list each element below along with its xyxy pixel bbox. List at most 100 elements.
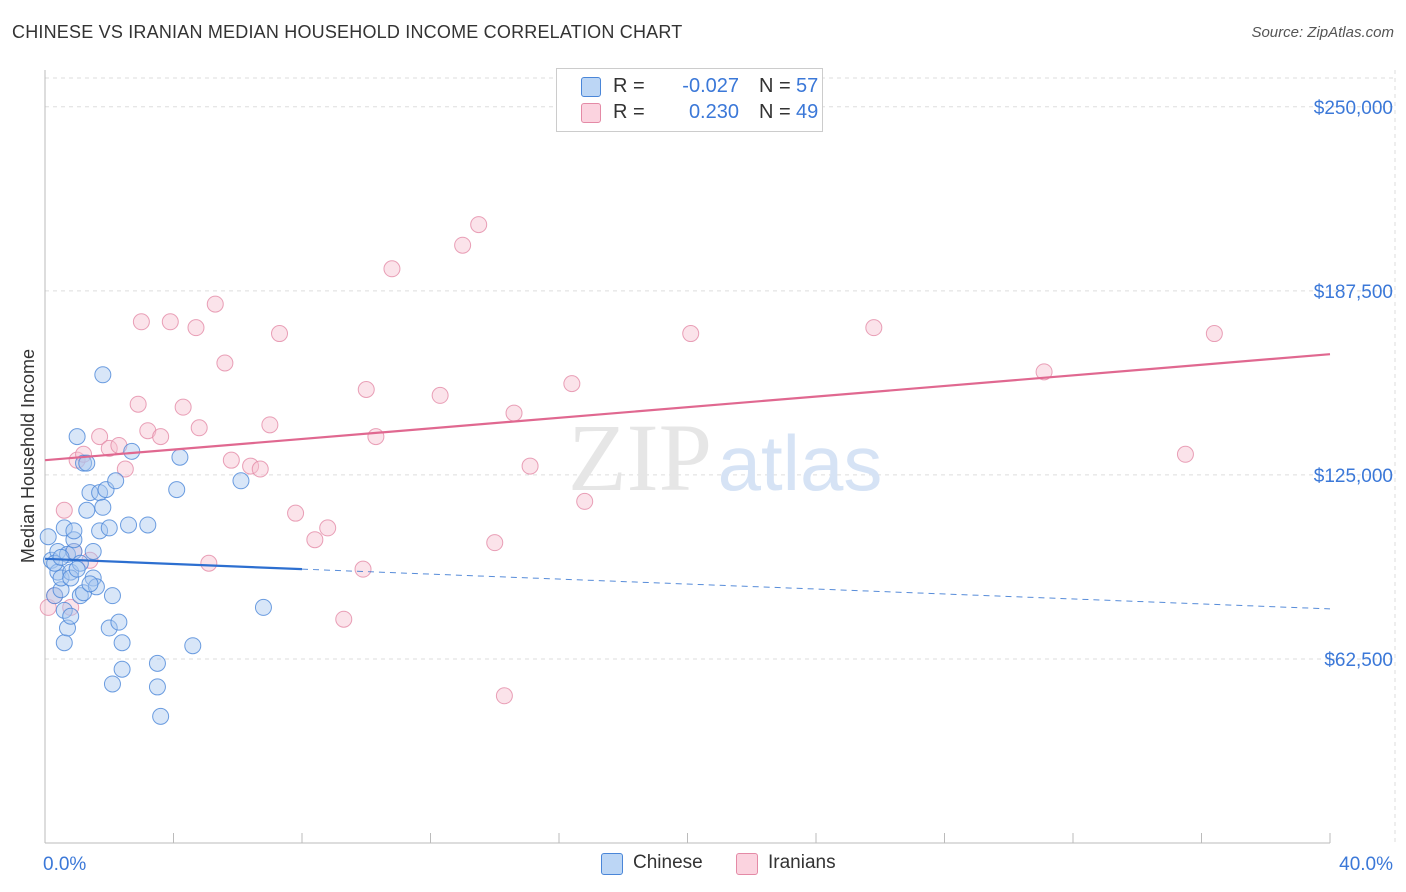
chinese-point bbox=[39, 528, 57, 546]
iranians-swatch bbox=[736, 853, 758, 875]
iranian-point bbox=[206, 295, 224, 313]
data-points bbox=[39, 216, 1223, 725]
chinese-point bbox=[84, 542, 102, 560]
iranian-point bbox=[563, 375, 581, 393]
y-axis-label: Median Household Income bbox=[18, 349, 38, 563]
y-tick-label: $62,500 bbox=[1324, 650, 1393, 671]
iranian-point bbox=[319, 519, 337, 537]
iranian-point bbox=[505, 404, 523, 422]
iranian-point bbox=[55, 501, 73, 519]
chinese-swatch bbox=[601, 853, 623, 875]
correlation-legend: R = -0.027 N = 57 R = 0.230 N = 49 bbox=[556, 68, 823, 132]
iranian-point bbox=[271, 325, 289, 343]
chinese-point bbox=[71, 587, 89, 605]
chinese-r-value: -0.027 bbox=[682, 75, 739, 97]
iranian-point bbox=[174, 398, 192, 416]
iranian-point bbox=[306, 531, 324, 549]
axes bbox=[44, 70, 1331, 844]
iranian-trend-line bbox=[44, 353, 1331, 462]
chinese-point bbox=[100, 619, 118, 637]
chart-title: CHINESE VS IRANIAN MEDIAN HOUSEHOLD INCO… bbox=[12, 22, 683, 42]
chinese-swatch bbox=[581, 77, 601, 97]
y-tick-label: $187,500 bbox=[1314, 282, 1393, 303]
tick-labels: $62,500 $125,000 $187,500 $250,000 0.0% 40.0% bbox=[43, 98, 1393, 875]
iranian-point bbox=[251, 460, 269, 478]
chinese-point bbox=[184, 637, 202, 655]
chinese-point bbox=[148, 678, 166, 696]
iranian-point bbox=[865, 319, 883, 337]
chinese-point bbox=[148, 654, 166, 672]
chinese-point bbox=[62, 569, 80, 587]
iranian-point bbox=[354, 560, 372, 578]
chinese-point bbox=[46, 587, 64, 605]
chinese-point bbox=[110, 613, 128, 631]
n-label: N = bbox=[759, 101, 791, 123]
chinese-point bbox=[152, 707, 170, 725]
r-label: R = bbox=[613, 101, 645, 123]
chinese-point bbox=[103, 675, 121, 693]
chinese-point bbox=[123, 442, 141, 460]
chinese-point bbox=[97, 481, 115, 499]
chinese-point bbox=[232, 472, 250, 490]
chinese-point bbox=[78, 454, 96, 472]
iranian-point bbox=[116, 460, 134, 478]
chinese-point bbox=[62, 607, 80, 625]
watermark-atlas: atlas bbox=[718, 419, 883, 507]
chinese-point bbox=[65, 531, 83, 549]
chinese-point bbox=[168, 481, 186, 499]
iranian-point bbox=[261, 416, 279, 434]
chinese-point bbox=[68, 560, 86, 578]
x-tick-label: 40.0% bbox=[1339, 854, 1393, 875]
iranian-point bbox=[216, 354, 234, 372]
iranian-point bbox=[91, 428, 109, 446]
y-tick-label: $125,000 bbox=[1314, 466, 1393, 487]
iranians-legend-label: Iranians bbox=[768, 852, 836, 873]
chinese-point bbox=[113, 634, 131, 652]
iranian-point bbox=[200, 554, 218, 572]
iranian-point bbox=[152, 428, 170, 446]
iranian-point bbox=[132, 313, 150, 331]
n-label: N = bbox=[759, 75, 791, 97]
chinese-point bbox=[120, 516, 138, 534]
iranian-point bbox=[190, 419, 208, 437]
iranian-point bbox=[470, 216, 488, 234]
chinese-point bbox=[52, 569, 70, 587]
iranian-point bbox=[161, 313, 179, 331]
x-tick-label: 0.0% bbox=[43, 854, 86, 875]
iranian-point bbox=[129, 395, 147, 413]
iranian-point bbox=[521, 457, 539, 475]
chinese-point bbox=[55, 634, 73, 652]
iranian-point bbox=[242, 457, 260, 475]
iranian-point bbox=[486, 534, 504, 552]
chinese-point bbox=[52, 581, 70, 599]
iranians-r-value: 0.230 bbox=[688, 101, 739, 123]
iranian-point bbox=[287, 504, 305, 522]
iranian-point bbox=[495, 687, 513, 705]
chinese-point bbox=[81, 484, 99, 502]
chinese-point bbox=[78, 501, 96, 519]
chinese-point bbox=[107, 472, 125, 490]
r-label: R = bbox=[613, 75, 645, 97]
source-label: Source: ZipAtlas.com bbox=[1251, 24, 1394, 41]
chinese-trend-line bbox=[44, 557, 303, 571]
iranian-point bbox=[367, 428, 385, 446]
iranian-point bbox=[187, 319, 205, 337]
iranian-point bbox=[682, 325, 700, 343]
iranian-point bbox=[335, 610, 353, 628]
chinese-point bbox=[94, 366, 112, 384]
iranian-point bbox=[222, 451, 240, 469]
chinese-point bbox=[81, 575, 99, 593]
chinese-point bbox=[52, 548, 70, 566]
chinese-point bbox=[94, 498, 112, 516]
iranians-n-value: 49 bbox=[796, 101, 819, 123]
chinese-point bbox=[91, 522, 109, 540]
chinese-point bbox=[65, 522, 83, 540]
iranian-point bbox=[1205, 325, 1223, 343]
chinese-legend-label: Chinese bbox=[633, 852, 703, 873]
chinese-point bbox=[171, 448, 189, 466]
iranian-point bbox=[1035, 363, 1053, 381]
chinese-trend-extension bbox=[301, 568, 1331, 610]
trend-lines bbox=[44, 353, 1331, 610]
chinese-point bbox=[113, 660, 131, 678]
